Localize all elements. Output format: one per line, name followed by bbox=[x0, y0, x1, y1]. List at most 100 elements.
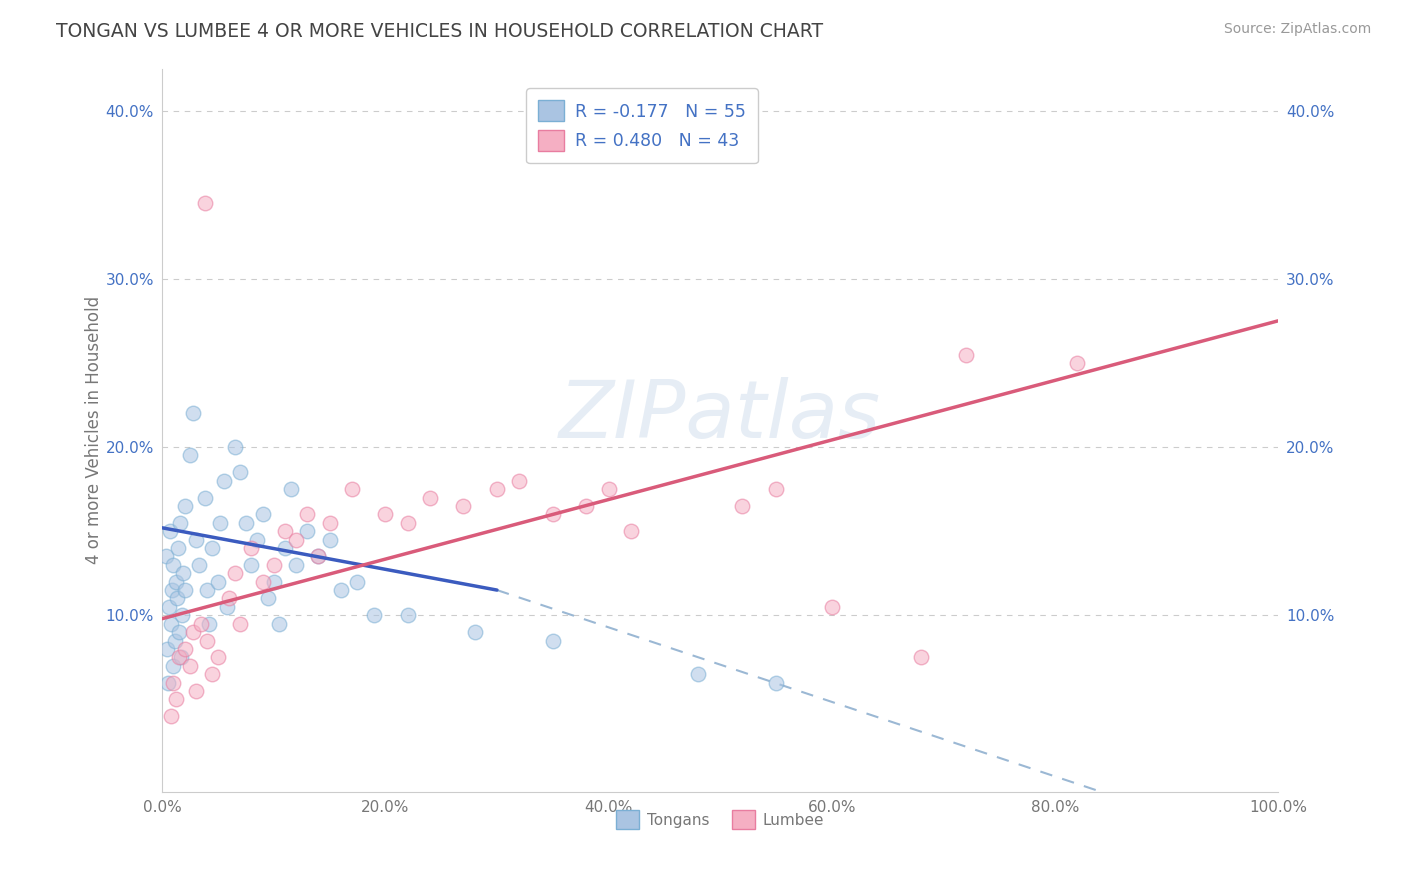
Point bbox=[165, 574, 187, 589]
Point bbox=[821, 599, 844, 614]
Point bbox=[252, 508, 274, 522]
Point bbox=[269, 616, 291, 631]
Point bbox=[235, 516, 257, 530]
Point bbox=[252, 574, 274, 589]
Point bbox=[162, 658, 184, 673]
Point bbox=[172, 608, 194, 623]
Point bbox=[179, 449, 201, 463]
Point bbox=[541, 633, 564, 648]
Point bbox=[731, 499, 754, 513]
Point bbox=[274, 524, 297, 538]
Point bbox=[194, 196, 217, 211]
Point bbox=[280, 482, 302, 496]
Point bbox=[173, 583, 195, 598]
Point bbox=[297, 524, 319, 538]
Point bbox=[201, 667, 224, 681]
Point bbox=[374, 508, 396, 522]
Point bbox=[183, 406, 205, 420]
Point bbox=[346, 574, 368, 589]
Point bbox=[910, 650, 932, 665]
Point bbox=[340, 482, 363, 496]
Text: Source: ZipAtlas.com: Source: ZipAtlas.com bbox=[1223, 22, 1371, 37]
Point bbox=[160, 616, 183, 631]
Point bbox=[464, 625, 486, 640]
Point bbox=[167, 650, 190, 665]
Point bbox=[229, 465, 252, 479]
Point bbox=[686, 667, 709, 681]
Point bbox=[485, 482, 508, 496]
Point bbox=[318, 516, 340, 530]
Point bbox=[765, 675, 787, 690]
Point bbox=[240, 541, 263, 555]
Text: TONGAN VS LUMBEE 4 OR MORE VEHICLES IN HOUSEHOLD CORRELATION CHART: TONGAN VS LUMBEE 4 OR MORE VEHICLES IN H… bbox=[56, 22, 824, 41]
Legend: Tongans, Lumbee: Tongans, Lumbee bbox=[610, 804, 830, 835]
Point bbox=[955, 347, 977, 361]
Point bbox=[209, 516, 232, 530]
Point bbox=[156, 675, 179, 690]
Point bbox=[169, 516, 191, 530]
Point bbox=[224, 566, 246, 581]
Point bbox=[166, 591, 188, 606]
Point bbox=[162, 558, 184, 572]
Point bbox=[329, 583, 352, 598]
Point bbox=[167, 541, 190, 555]
Point bbox=[541, 508, 564, 522]
Point bbox=[396, 608, 419, 623]
Point bbox=[190, 616, 212, 631]
Point bbox=[167, 625, 190, 640]
Point bbox=[240, 558, 263, 572]
Point bbox=[207, 574, 229, 589]
Point bbox=[229, 616, 252, 631]
Point bbox=[172, 566, 194, 581]
Point bbox=[184, 684, 207, 698]
Text: ZIPatlas: ZIPatlas bbox=[560, 376, 882, 455]
Point bbox=[224, 440, 246, 454]
Point bbox=[157, 599, 180, 614]
Point bbox=[179, 658, 201, 673]
Y-axis label: 4 or more Vehicles in Household: 4 or more Vehicles in Household bbox=[86, 296, 103, 565]
Point bbox=[307, 549, 329, 564]
Point bbox=[257, 591, 280, 606]
Point bbox=[183, 625, 205, 640]
Point bbox=[207, 650, 229, 665]
Point bbox=[195, 633, 218, 648]
Point bbox=[598, 482, 620, 496]
Point bbox=[575, 499, 598, 513]
Point bbox=[162, 675, 184, 690]
Point bbox=[155, 549, 177, 564]
Point bbox=[160, 709, 183, 723]
Point bbox=[307, 549, 329, 564]
Point bbox=[419, 491, 441, 505]
Point bbox=[195, 583, 218, 598]
Point bbox=[170, 650, 193, 665]
Point bbox=[263, 558, 285, 572]
Point bbox=[396, 516, 419, 530]
Point bbox=[198, 616, 221, 631]
Point bbox=[285, 558, 308, 572]
Point bbox=[184, 533, 207, 547]
Point bbox=[1066, 356, 1088, 370]
Point bbox=[163, 633, 186, 648]
Point bbox=[162, 583, 184, 598]
Point bbox=[765, 482, 787, 496]
Point bbox=[156, 642, 179, 657]
Point bbox=[173, 642, 195, 657]
Point bbox=[318, 533, 340, 547]
Point bbox=[453, 499, 475, 513]
Point bbox=[201, 541, 224, 555]
Point bbox=[188, 558, 211, 572]
Point bbox=[194, 491, 217, 505]
Point bbox=[285, 533, 308, 547]
Point bbox=[274, 541, 297, 555]
Point bbox=[297, 508, 319, 522]
Point bbox=[363, 608, 385, 623]
Point bbox=[508, 474, 530, 488]
Point bbox=[246, 533, 269, 547]
Point bbox=[159, 524, 181, 538]
Point bbox=[212, 474, 235, 488]
Point bbox=[218, 591, 240, 606]
Point bbox=[165, 692, 187, 706]
Point bbox=[620, 524, 643, 538]
Point bbox=[263, 574, 285, 589]
Point bbox=[215, 599, 238, 614]
